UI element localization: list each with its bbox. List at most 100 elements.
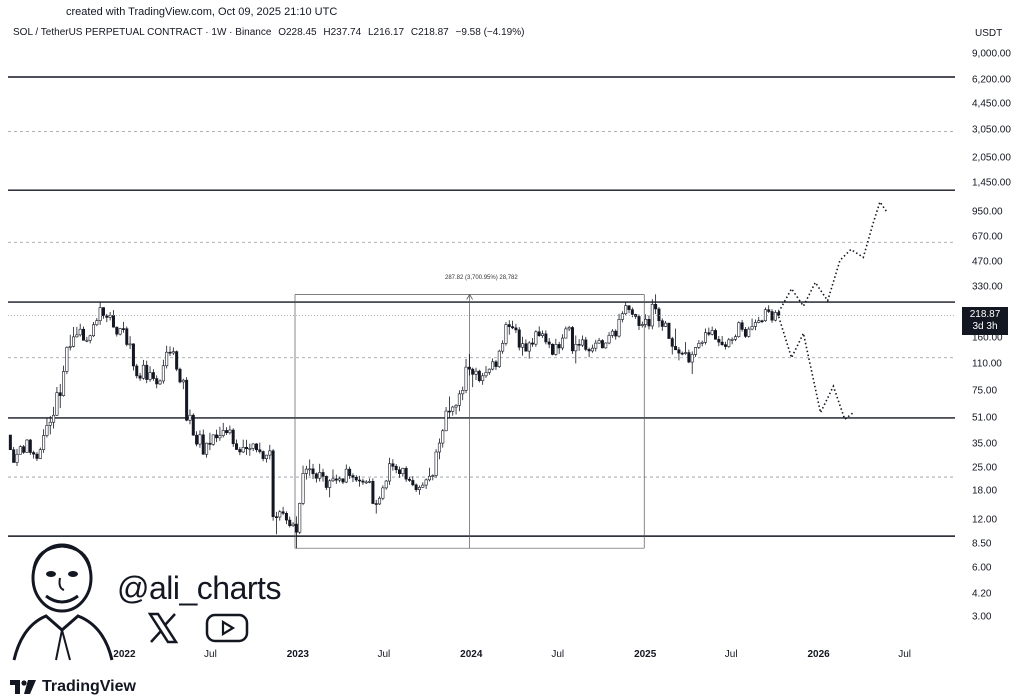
candle-body <box>414 484 418 490</box>
candle-body <box>48 421 52 426</box>
candle-body <box>135 365 139 377</box>
candle-body <box>441 430 445 444</box>
candle-body <box>12 449 16 463</box>
candle-body <box>205 442 209 455</box>
candle-body <box>65 347 69 372</box>
y-tick-label: 470.00 <box>972 256 1003 268</box>
candle-body <box>248 448 252 450</box>
candle-body <box>604 342 608 349</box>
candle-body <box>694 347 698 355</box>
candle-body <box>121 328 125 330</box>
y-tick-label: 330.00 <box>972 281 1003 293</box>
candle-body <box>534 331 538 345</box>
candle-body <box>22 446 26 453</box>
candle-body <box>727 339 731 347</box>
candle-body <box>514 327 518 331</box>
candle-body <box>361 480 365 483</box>
candle-body <box>254 443 258 451</box>
created-note: created with TradingView.com, Oct 09, 20… <box>66 6 338 18</box>
candle-body <box>88 335 92 341</box>
y-tick-label: 4,450.00 <box>972 98 1011 110</box>
ohlc-open: O228.45 <box>278 27 317 38</box>
footer-brand[interactable]: TradingView <box>10 675 136 699</box>
candle-body <box>517 329 521 348</box>
candle-body <box>231 429 235 445</box>
candle-body <box>660 320 664 327</box>
candle-body <box>747 328 751 337</box>
candle-body <box>28 439 32 453</box>
candle-body <box>368 481 372 483</box>
candle-body <box>271 450 275 518</box>
last-price-tag: 218.87 3d 3h <box>962 307 1008 336</box>
measure-label: 287.82 (3,700.95%) 28,782 <box>445 275 518 281</box>
candle-body <box>467 366 471 370</box>
candle-body <box>191 414 195 436</box>
candle-body <box>264 454 268 459</box>
candle-body <box>8 434 12 451</box>
candle-body <box>697 342 701 348</box>
candle-body <box>687 352 691 363</box>
youtube-icon[interactable] <box>205 612 249 644</box>
candle-body <box>404 468 408 480</box>
candle-body <box>364 481 368 484</box>
candle-body <box>654 303 658 310</box>
candle-body <box>225 430 229 434</box>
candle-body <box>574 343 578 352</box>
candle-body <box>348 468 352 476</box>
candle-body <box>52 414 56 423</box>
author-handle: @ali_charts <box>117 570 281 606</box>
ohlc-high: H237.74 <box>323 27 362 38</box>
candle-body <box>281 511 285 514</box>
x-logo-icon[interactable] <box>146 612 180 644</box>
y-tick-label: 670.00 <box>972 231 1003 243</box>
candle-body <box>128 343 132 346</box>
candle-body <box>401 468 405 475</box>
candle-body <box>328 480 332 488</box>
candle-body <box>338 478 342 481</box>
candle-body <box>304 468 308 474</box>
x-tick-label: 2024 <box>460 649 483 660</box>
candle-body <box>394 466 398 471</box>
candle-body <box>740 322 744 330</box>
candle-body <box>630 309 634 315</box>
candle-body <box>733 336 737 340</box>
candle-body <box>261 451 265 459</box>
x-tick-label: Jul <box>724 649 738 660</box>
candle-body <box>720 341 724 345</box>
candle-body <box>434 451 438 476</box>
y-tick-label: 12.00 <box>972 514 998 526</box>
candle-body <box>141 364 145 379</box>
candle-body <box>677 349 681 354</box>
candle-body <box>743 329 747 337</box>
candle-body <box>567 327 571 330</box>
candle-body <box>42 435 46 450</box>
candle-body <box>627 305 631 310</box>
candle-body <box>341 478 345 483</box>
candle-body <box>664 322 668 327</box>
candle-body <box>354 477 358 481</box>
bar-countdown: 3d 3h <box>972 321 998 333</box>
candle-body <box>158 380 162 385</box>
candle-body <box>753 322 757 327</box>
candle-body <box>171 351 175 354</box>
candle-body <box>767 309 771 312</box>
candle-body <box>457 393 461 406</box>
candle-body <box>38 449 42 459</box>
y-tick-label: 18.00 <box>972 485 998 497</box>
candle-body <box>251 443 255 449</box>
candle-body <box>288 519 292 526</box>
candle-body <box>241 446 245 453</box>
x-tick-label: Jul <box>377 649 391 660</box>
candle-body <box>750 326 754 330</box>
x-tick-label: Jul <box>204 649 217 660</box>
candle-body <box>484 372 488 377</box>
candle-body <box>301 473 305 504</box>
candle-body <box>228 429 232 434</box>
symbol-title[interactable]: SOL / TetherUS PERPETUAL CONTRACT · 1W ·… <box>13 27 272 38</box>
avatar-caricature <box>12 543 114 661</box>
candle-body <box>221 430 225 436</box>
candle-body <box>138 375 142 379</box>
candle-body <box>577 343 581 346</box>
candle-body <box>640 324 644 326</box>
